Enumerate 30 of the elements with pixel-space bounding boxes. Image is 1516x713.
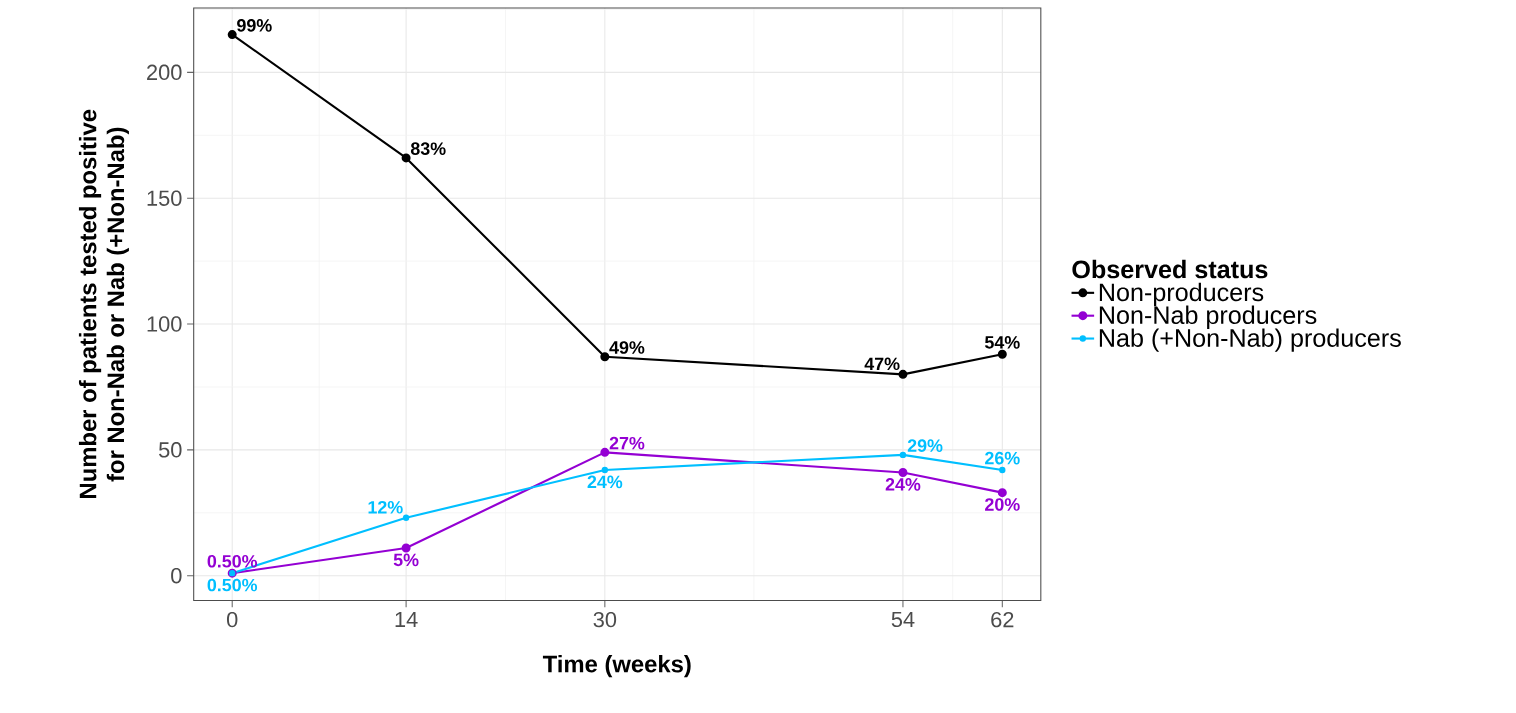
annotation: 49% bbox=[609, 341, 645, 354]
annotation: 24% bbox=[885, 478, 921, 491]
annotation: 12% bbox=[368, 501, 403, 514]
y-axis-title: Number of patients tested positive for Non-Nab or Nab (+Non-Nab) bbox=[78, 109, 129, 499]
legend-label: Nab (+Non-Nab) producers bbox=[1099, 328, 1401, 352]
annotation: 29% bbox=[907, 439, 943, 453]
annotation: 54% bbox=[984, 336, 1020, 349]
y-tick-label: 200 bbox=[147, 64, 182, 81]
y-tick-label: 150 bbox=[147, 190, 182, 207]
y-tick-label: 100 bbox=[147, 316, 182, 332]
annotation: 47% bbox=[864, 357, 900, 371]
x-tick-label: 62 bbox=[991, 611, 1014, 628]
legend-label: Non-producers bbox=[1099, 282, 1264, 307]
annotation: 0.50% bbox=[207, 578, 258, 592]
legend-title: Observed status bbox=[1072, 259, 1268, 279]
annotation: 26% bbox=[985, 451, 1020, 465]
x-tick-label: 54 bbox=[891, 611, 915, 628]
x-tick-label: 0 bbox=[226, 611, 238, 628]
annotation: 0.50% bbox=[207, 555, 258, 568]
annotation: 24% bbox=[587, 475, 623, 489]
y-tick-label: 50 bbox=[158, 442, 182, 458]
annotation: 20% bbox=[985, 498, 1020, 511]
y-tick-label: 0 bbox=[171, 568, 182, 584]
x-tick-label: 30 bbox=[593, 611, 617, 628]
annotation: 27% bbox=[609, 436, 645, 450]
annotation: 99% bbox=[237, 19, 272, 32]
x-tick-label: 14 bbox=[395, 611, 418, 628]
annotation: 83% bbox=[410, 142, 446, 156]
annotation: 5% bbox=[393, 553, 419, 567]
x-axis-title: Time (weeks) bbox=[542, 655, 691, 678]
